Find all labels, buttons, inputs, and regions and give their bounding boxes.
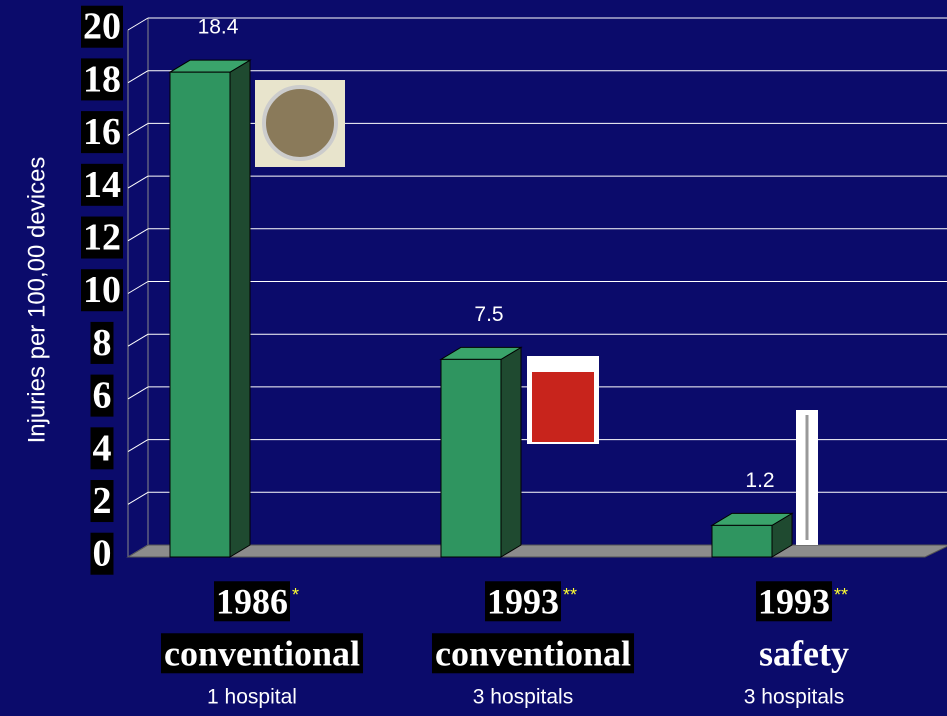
label-background [90, 532, 114, 575]
y-tick-label: 6 [93, 375, 112, 417]
y-tick-label: 14 [83, 164, 121, 206]
grid-line [127, 175, 149, 189]
y-tick-label: 0 [93, 533, 112, 575]
category-site: 1 hospital [207, 686, 297, 709]
label-background [81, 163, 123, 206]
y-axis-label: Injuries per 100,00 devices [23, 157, 50, 444]
x-tick-label: 1993 [758, 581, 830, 621]
grid-line [127, 281, 149, 294]
category-note: ** [563, 585, 577, 605]
category-note: ** [834, 585, 848, 605]
x-tick-label: 1993 [487, 581, 559, 621]
grid-line [127, 386, 149, 400]
category-site: 3 hospitals [473, 686, 573, 709]
value-label: 1.2 [745, 469, 774, 492]
label-background [431, 633, 635, 674]
y-tick-label: 2 [93, 480, 112, 522]
picture-detail [262, 85, 338, 161]
label-background [90, 321, 114, 364]
y-tick-label: 16 [83, 111, 121, 153]
grid-line [127, 70, 149, 84]
label-background [81, 269, 123, 312]
label-background [90, 480, 114, 523]
pictures [255, 80, 818, 545]
category-site: 3 hospitals [744, 686, 844, 709]
grid-line [127, 228, 149, 242]
category-type: safety [759, 633, 849, 673]
grid-line [127, 439, 149, 453]
label-background [81, 5, 123, 48]
y-tick-label: 18 [83, 58, 121, 100]
bar-side [229, 59, 251, 558]
value-label: 7.5 [474, 303, 503, 326]
y-tick-label: 12 [83, 217, 121, 259]
label-background [81, 111, 123, 154]
label-background [90, 374, 114, 417]
floor [126, 544, 947, 558]
category-type: conventional [164, 633, 360, 673]
y-tick-label: 10 [83, 269, 121, 311]
label-background [756, 581, 832, 622]
label-background [214, 581, 290, 622]
bar-side [500, 346, 522, 558]
label-background [160, 633, 364, 674]
category-type: conventional [435, 633, 631, 673]
grid-line [127, 333, 149, 347]
y-tick-label: 4 [93, 427, 112, 469]
picture-detail [532, 372, 594, 442]
grid-line [127, 17, 149, 31]
y-tick-label: 20 [83, 6, 121, 48]
bar [440, 358, 502, 558]
x-tick-label: 1986 [216, 581, 288, 621]
bar [169, 71, 231, 558]
label-background [90, 427, 114, 470]
grid-line [127, 491, 149, 505]
value-label: 18.4 [198, 16, 239, 39]
bar [711, 524, 773, 558]
label-background [81, 58, 123, 101]
label-background [485, 581, 561, 622]
y-tick-label: 8 [93, 322, 112, 364]
label-background [81, 216, 123, 259]
category-note: * [292, 585, 299, 605]
grid-line [127, 122, 149, 136]
